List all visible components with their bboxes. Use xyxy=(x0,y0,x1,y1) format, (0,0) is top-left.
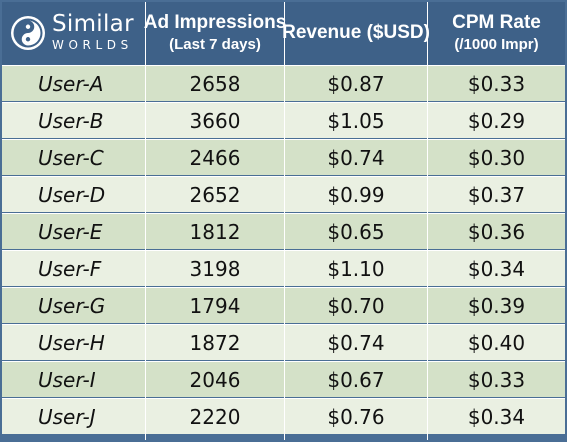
cpm-cell: $0.30 xyxy=(467,145,526,170)
cpm-cell: $0.39 xyxy=(467,293,526,318)
revenue-cell: $0.74 xyxy=(327,145,385,170)
revenue-cell: $0.70 xyxy=(327,293,385,318)
revenue-cell: $0.74 xyxy=(327,330,385,355)
column-divider xyxy=(145,2,146,440)
impressions-cell: 2220 xyxy=(189,404,241,429)
cpm-cell: $0.29 xyxy=(467,108,526,133)
column-header-title: Ad Impressions xyxy=(143,12,287,34)
table-row: User-B 3660 $1.05 $0.29 xyxy=(2,102,565,138)
impressions-cell: 3198 xyxy=(189,256,241,281)
impressions-cell: 3660 xyxy=(189,108,241,133)
logo-subtitle: WORLDS xyxy=(52,38,133,52)
cpm-cell: $0.40 xyxy=(467,330,526,355)
impressions-cell: 1812 xyxy=(189,219,241,244)
user-cell: User-D xyxy=(38,182,106,207)
logo[interactable]: Similar WORLDS xyxy=(2,2,145,65)
table-row: User-I 2046 $0.67 $0.33 xyxy=(2,361,565,397)
impressions-cell: 2658 xyxy=(189,71,241,96)
logo-text: Similar WORLDS xyxy=(52,12,134,52)
user-cell: User-E xyxy=(38,219,103,244)
revenue-cell: $1.05 xyxy=(327,108,385,133)
table-row: User-D 2652 $0.99 $0.37 xyxy=(2,176,565,212)
revenue-cell: $0.67 xyxy=(327,367,385,392)
table-row: User-F 3198 $1.10 $0.34 xyxy=(2,250,565,286)
user-cell: User-B xyxy=(38,108,104,133)
table-row: User-H 1872 $0.74 $0.40 xyxy=(2,324,565,360)
column-divider xyxy=(284,2,285,440)
logo-name: Similar xyxy=(52,11,134,37)
impressions-cell: 1794 xyxy=(189,293,241,318)
table-row: User-C 2466 $0.74 $0.30 xyxy=(2,139,565,175)
column-header-cpm-rate: CPM Rate (/1000 Impr) xyxy=(428,2,565,65)
cpm-cell: $0.37 xyxy=(467,182,526,207)
revenue-cell: $0.87 xyxy=(327,71,385,96)
revenue-cell: $0.76 xyxy=(327,404,385,429)
impressions-cell: 2652 xyxy=(189,182,241,207)
column-header-title: CPM Rate xyxy=(452,12,541,34)
column-header-title: Revenue ($USD) xyxy=(282,22,430,44)
revenue-cell: $0.99 xyxy=(327,182,385,207)
user-cell: User-F xyxy=(38,256,102,281)
table-row: User-G 1794 $0.70 $0.39 xyxy=(2,287,565,323)
user-cell: User-C xyxy=(38,145,104,170)
impressions-cell: 2466 xyxy=(189,145,241,170)
impressions-cell: 2046 xyxy=(189,367,241,392)
table-row: User-E 1812 $0.65 $0.36 xyxy=(2,213,565,249)
table-row: User-J 2220 $0.76 $0.34 xyxy=(2,398,565,434)
user-cell: User-H xyxy=(38,330,105,355)
revenue-cell: $1.10 xyxy=(327,256,385,281)
column-header-subtitle: (/1000 Impr) xyxy=(454,36,539,54)
revenue-cell: $0.65 xyxy=(327,219,385,244)
user-cell: User-A xyxy=(38,71,104,96)
impressions-cell: 1872 xyxy=(189,330,241,355)
column-header-subtitle: (Last 7 days) xyxy=(169,36,261,54)
cpm-cell: $0.34 xyxy=(467,404,526,429)
column-header-revenue: Revenue ($USD) xyxy=(282,2,430,65)
table-row: User-A 2658 $0.87 $0.33 xyxy=(2,65,565,101)
user-cell: User-I xyxy=(38,367,96,392)
user-cell: User-G xyxy=(38,293,106,318)
cpm-cell: $0.34 xyxy=(467,256,526,281)
cpm-cell: $0.33 xyxy=(467,367,526,392)
user-cell: User-J xyxy=(38,404,96,429)
similar-worlds-logo-icon xyxy=(11,16,45,50)
cpm-cell: $0.36 xyxy=(467,219,526,244)
column-header-ad-impressions: Ad Impressions (Last 7 days) xyxy=(143,2,287,65)
cpm-cell: $0.33 xyxy=(467,71,526,96)
table-header: Similar WORLDS Ad Impressions (Last 7 da… xyxy=(2,2,565,65)
column-divider xyxy=(427,2,428,440)
